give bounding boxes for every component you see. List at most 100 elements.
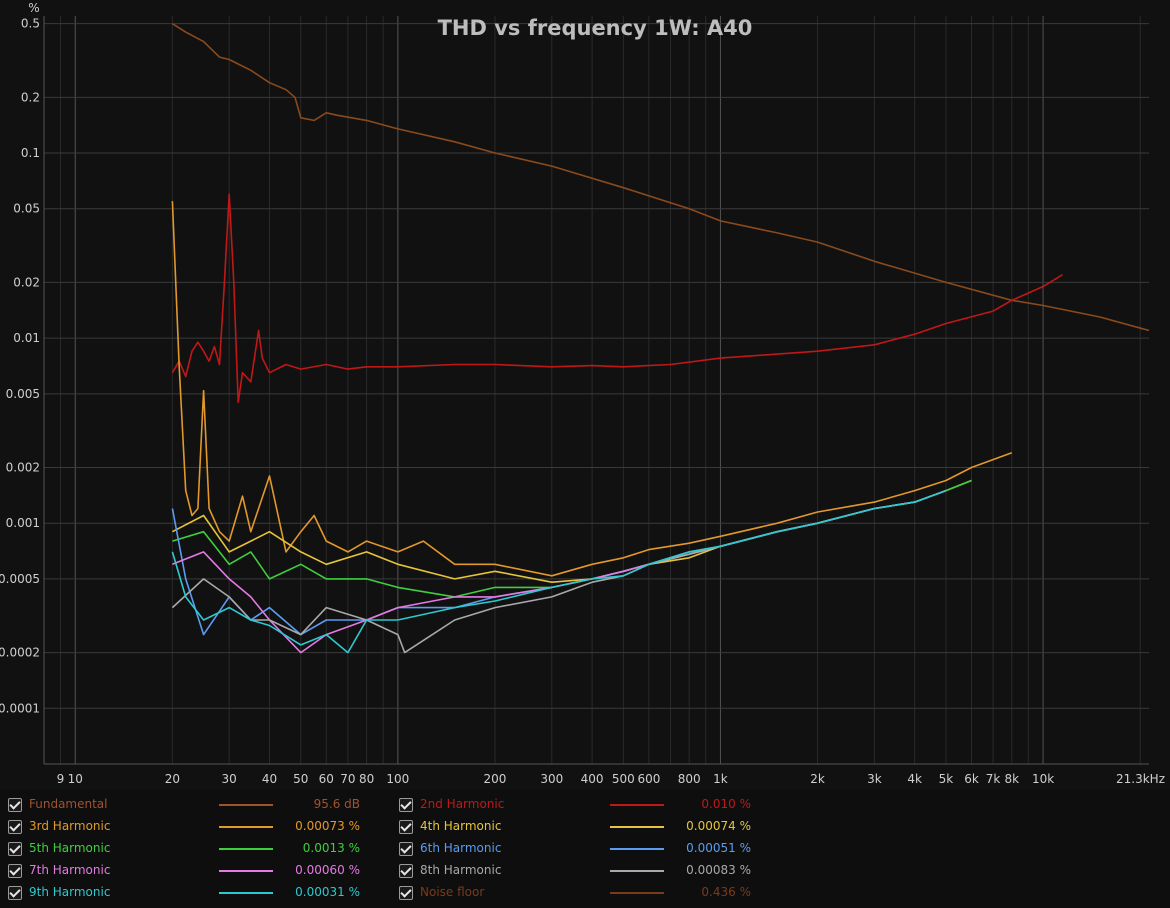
x-tick-label: 60 [319,772,334,786]
y-tick-label: 0.0002 [0,646,40,660]
legend-panel: Fundamental 95.6 dB 2nd Harmonic 0.010 % 3rd… [0,792,1170,908]
x-tick-label: 300 [540,772,563,786]
legend-line-swatch [610,848,664,850]
legend-item-3rd-harmonic[interactable]: 3rd Harmonic 0.00073 % [8,816,368,836]
x-tick-label: 400 [581,772,604,786]
legend-series-value: 0.00074 % [686,819,751,833]
legend-checkbox[interactable] [8,798,22,812]
legend-series-value: 0.010 % [701,797,751,811]
y-tick-label: 0.002 [6,460,40,474]
legend-item-2nd-harmonic[interactable]: 2nd Harmonic 0.010 % [399,794,759,814]
y-tick-label: 0.0001 [0,701,40,715]
x-tick-label: 7k [986,772,1001,786]
legend-line-swatch [219,892,273,894]
legend-series-name: 3rd Harmonic [29,819,111,833]
x-tick-label: 100 [386,772,409,786]
legend-series-name: 7th Harmonic [29,863,111,877]
legend-line-swatch [610,892,664,894]
y-tick-label: 0.2 [21,90,40,104]
legend-series-name: 9th Harmonic [29,885,111,899]
x-tick-label: 20 [165,772,180,786]
legend-item-fundamental[interactable]: Fundamental 95.6 dB [8,794,368,814]
legend-series-value: 0.436 % [701,885,751,899]
legend-item-4th-harmonic[interactable]: 4th Harmonic 0.00074 % [399,816,759,836]
x-tick-label: 40 [262,772,277,786]
y-tick-label: 0.001 [6,516,40,530]
x-tick-label: 3k [867,772,882,786]
legend-line-swatch [219,804,273,806]
x-tick-label: 9 [57,772,65,786]
legend-item-5th-harmonic[interactable]: 5th Harmonic 0.0013 % [8,838,368,858]
x-tick-label: 8k [1005,772,1020,786]
legend-line-swatch [610,804,664,806]
legend-checkbox[interactable] [399,886,413,900]
legend-series-name: 2nd Harmonic [420,797,505,811]
x-tick-label: 80 [359,772,374,786]
y-axis-unit-label: % [28,1,39,15]
x-tick-label: 2k [810,772,825,786]
y-tick-label: 0.01 [13,331,40,345]
x-tick-label: 5k [939,772,954,786]
legend-series-name: Fundamental [29,797,108,811]
legend-series-value: 0.00060 % [295,863,360,877]
legend-item-7th-harmonic[interactable]: 7th Harmonic 0.00060 % [8,860,368,880]
legend-checkbox[interactable] [8,864,22,878]
legend-line-swatch [219,848,273,850]
y-tick-label: 0.05 [13,202,40,216]
x-tick-label: 10k [1032,772,1054,786]
x-tick-label: 70 [340,772,355,786]
chart-series [171,23,1150,654]
legend-series-name: 6th Harmonic [420,841,502,855]
legend-checkbox[interactable] [399,820,413,834]
chart-title: THD vs frequency 1W: A40 [438,16,753,40]
x-tick-label: 10 [68,772,83,786]
series-line-9th-harmonic [171,489,947,654]
thd-chart: 9 10 20 30 40 50 60 70 80 100 200 300 400 500 600 800 1k… [0,0,1170,790]
legend-series-value: 0.00051 % [686,841,751,855]
legend-item-6th-harmonic[interactable]: 6th Harmonic 0.00051 % [399,838,759,858]
y-tick-label: 0.1 [21,146,40,160]
legend-line-swatch [219,826,273,828]
x-axis-ticks: 9 10 20 30 40 50 60 70 80 100 200 300 400 500 600 800 1k… [57,772,1165,786]
y-tick-label: 0.5 [21,17,40,31]
legend-series-value: 0.00073 % [295,819,360,833]
x-tick-label: 21.3kHz [1116,772,1165,786]
chart-grid [43,16,1149,765]
legend-series-name: Noise floor [420,885,485,899]
y-tick-label: 0.02 [13,275,40,289]
legend-series-value: 0.00083 % [686,863,751,877]
legend-item-9th-harmonic[interactable]: 9th Harmonic 0.00031 % [8,882,368,902]
x-tick-label: 200 [484,772,507,786]
x-tick-label: 500 [612,772,635,786]
legend-checkbox[interactable] [8,820,22,834]
x-tick-label: 30 [222,772,237,786]
y-tick-label: 0.0005 [0,572,40,586]
y-tick-label: 0.005 [6,387,40,401]
legend-item-8th-harmonic[interactable]: 8th Harmonic 0.00083 % [399,860,759,880]
y-axis-ticks: 0.5 0.2 0.1 0.05 0.02 0.01 0.005 0.002 0.001 0.00… [0,17,40,716]
legend-series-name: 4th Harmonic [420,819,502,833]
legend-series-name: 8th Harmonic [420,863,502,877]
legend-line-swatch [219,870,273,872]
series-line-noise-floor [171,23,1150,332]
legend-checkbox[interactable] [8,842,22,856]
series-line-3rd-harmonic [171,201,1013,577]
legend-checkbox[interactable] [399,798,413,812]
chart-background [0,0,1170,790]
legend-series-value: 95.6 dB [313,797,360,811]
legend-checkbox[interactable] [8,886,22,900]
legend-series-value: 0.00031 % [295,885,360,899]
legend-item-noise-floor[interactable]: Noise floor 0.436 % [399,882,759,902]
x-tick-label: 6k [964,772,979,786]
legend-line-swatch [610,870,664,872]
legend-series-name: 5th Harmonic [29,841,111,855]
legend-line-swatch [610,826,664,828]
legend-checkbox[interactable] [399,864,413,878]
x-tick-label: 1k [713,772,728,786]
x-tick-label: 50 [293,772,308,786]
series-line-2nd-harmonic [171,193,1064,404]
x-tick-label: 800 [678,772,701,786]
legend-series-value: 0.0013 % [302,841,360,855]
x-tick-label: 4k [907,772,922,786]
legend-checkbox[interactable] [399,842,413,856]
